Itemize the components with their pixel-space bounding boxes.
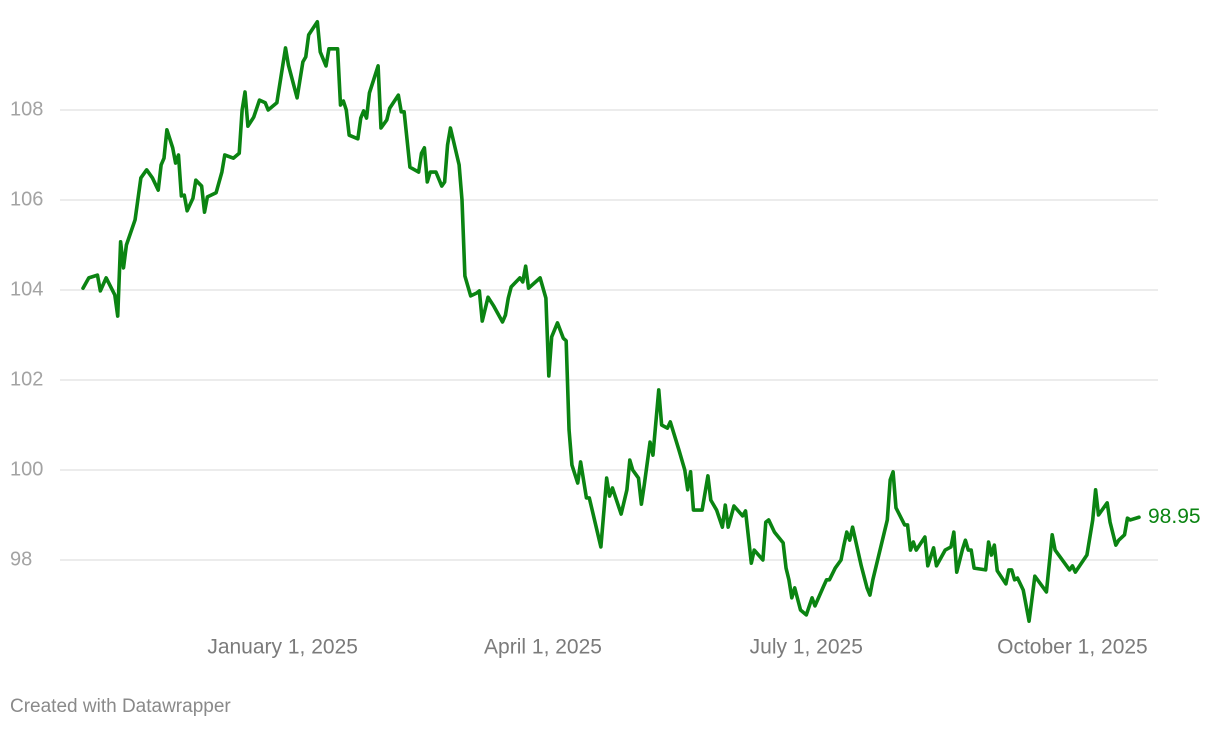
y-tick-label: 100 [10,458,43,480]
y-tick-label: 98 [10,548,32,570]
end-value-label: 98.95 [1148,505,1201,528]
y-tick-label: 102 [10,368,43,390]
plot-area: 98.95 [81,20,1201,623]
line [81,20,1141,623]
x-tick-label: October 1, 2025 [997,636,1148,659]
x-tick-label: April 1, 2025 [484,636,602,659]
axis-labels: 98 100 102 104 106 108 January 1, 2025 April 1,… [10,98,1148,658]
credit: Created with Datawrapper [10,696,231,717]
x-tick-label: July 1, 2025 [750,636,863,659]
y-tick-label: 108 [10,98,43,120]
y-tick-label: 106 [10,188,43,210]
x-tick-label: January 1, 2025 [207,636,358,659]
y-tick-label: 104 [10,278,43,300]
